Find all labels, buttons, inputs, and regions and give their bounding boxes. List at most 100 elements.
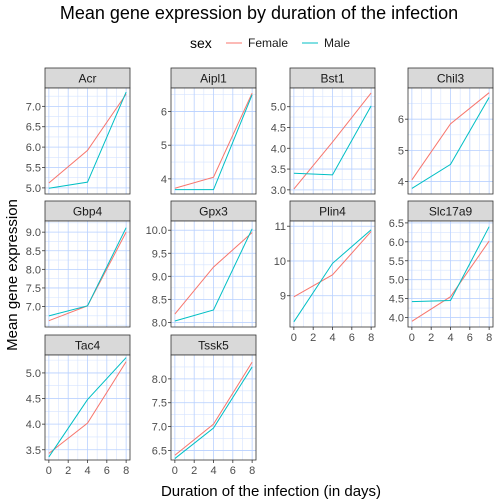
series-line-male	[174, 366, 253, 459]
facet-strip-label: Aipl1	[200, 72, 227, 86]
y-tick-label: 11	[275, 221, 286, 233]
y-tick-label: 4	[398, 177, 404, 189]
facet-panel-border	[44, 220, 131, 328]
facet-gpx3: Gpx3 8.0 8.5 9.0 9.5 10.0	[146, 200, 257, 329]
x-tick-label: 2	[191, 465, 197, 477]
facet-strip-label: Tac4	[75, 339, 101, 353]
y-tick-label: 9.0	[152, 271, 167, 283]
y-tick-label: 6	[398, 114, 404, 126]
y-tick-label: 9.5	[152, 248, 167, 260]
legend-label-male: Male	[324, 36, 350, 50]
legend-label-female: Female	[248, 36, 288, 50]
y-tick-label: 8.0	[152, 374, 167, 386]
facet-tssk5: Tssk5 6.5 7.0 7.5 8.0 0 2 4 6 8	[152, 334, 257, 477]
series-line-female	[293, 231, 372, 298]
x-tick-label: 2	[428, 332, 434, 344]
y-tick-label: 5.0	[271, 102, 286, 114]
y-tick-label: 3.5	[271, 164, 286, 176]
x-tick-label: 8	[123, 465, 129, 477]
x-tick-label: 6	[349, 332, 355, 344]
x-tick-label: 0	[172, 465, 178, 477]
x-tick-label: 0	[46, 465, 52, 477]
series-line-male	[48, 357, 127, 458]
y-tick-label: 7.0	[152, 422, 167, 434]
facet-slc17a9: Slc17a9 4.0 4.5 5.0 5.5 6.0 6.5 0 2 4 6 8	[389, 200, 494, 344]
facet-gbp4: Gbp4 7.0 7.5 8.0 8.5 9.0	[26, 200, 131, 328]
y-axis-title: Mean gene expression	[4, 199, 21, 351]
x-tick-label: 4	[210, 465, 216, 477]
facet-panel-border	[289, 87, 376, 195]
facet-tac4: Tac4 3.5 4.0 4.5 5.0 0 2 4 6 8	[26, 334, 131, 477]
series-line-female	[48, 93, 127, 184]
series-line-male	[174, 94, 253, 191]
y-tick-label: 6.0	[26, 142, 41, 154]
y-tick-label: 4.0	[389, 313, 404, 325]
y-tick-label: 8.5	[26, 246, 41, 258]
x-tick-label: 8	[368, 332, 374, 344]
facet-panel-border	[170, 220, 257, 328]
facet-strip-label: Tssk5	[198, 339, 229, 353]
y-tick-label: 5.0	[26, 183, 41, 195]
y-tick-label: 7.0	[26, 302, 41, 314]
facet-panel-border	[170, 87, 257, 195]
series-line-female	[174, 361, 253, 456]
y-tick-label: 5.5	[26, 163, 41, 175]
series-line-male	[293, 105, 372, 176]
x-tick-label: 6	[230, 465, 236, 477]
x-tick-label: 0	[409, 332, 415, 344]
y-tick-label: 8.0	[26, 264, 41, 276]
facet-strip-label: Gpx3	[199, 205, 228, 219]
x-tick-label: 2	[65, 465, 71, 477]
y-tick-label: 4.5	[26, 394, 41, 406]
series-line-male	[411, 97, 490, 189]
x-tick-label: 0	[291, 332, 297, 344]
y-tick-label: 5	[161, 140, 167, 152]
series-line-male	[48, 91, 127, 189]
facet-panel-border	[44, 87, 131, 195]
facet-strip-label: Acr	[79, 72, 97, 86]
series-line-male	[411, 226, 490, 303]
facet-chil3: Chil3 4 5 6	[398, 67, 494, 195]
series-line-male	[48, 227, 127, 317]
series-line-female	[411, 240, 490, 322]
facet-panels: Acr 5.0 5.5 6.0 6.5 7.0 Aipl1 4 5 6 Bst1 3.0 3.5 4.0 4…	[26, 67, 494, 477]
chart-title: Mean gene expression by duration of the …	[60, 3, 458, 23]
y-tick-label: 7.5	[152, 398, 167, 410]
series-line-male	[174, 228, 253, 322]
y-tick-label: 5.0	[389, 275, 404, 287]
facet-aipl1: Aipl1 4 5 6	[161, 67, 257, 195]
y-tick-label: 8.5	[152, 294, 167, 306]
legend-title: sex	[190, 35, 212, 51]
y-tick-label: 6.0	[389, 237, 404, 249]
y-tick-label: 4.5	[389, 294, 404, 306]
y-tick-label: 6.5	[152, 445, 167, 457]
y-tick-label: 5	[398, 145, 404, 157]
x-tick-label: 4	[84, 465, 90, 477]
legend: sex Female Male	[190, 35, 350, 51]
facet-strip-label: Gbp4	[73, 205, 103, 219]
facet-plin4: Plin4 9 10 11 0 2 4 6 8	[274, 200, 376, 344]
y-tick-label: 10	[274, 256, 286, 268]
facet-bst1: Bst1 3.0 3.5 4.0 4.5 5.0	[271, 67, 376, 197]
y-tick-label: 4.0	[26, 419, 41, 431]
series-line-female	[174, 92, 253, 189]
y-tick-label: 6	[161, 107, 167, 119]
x-tick-label: 8	[249, 465, 255, 477]
y-tick-label: 8.0	[152, 317, 167, 329]
x-axis-title: Duration of the infection (in days)	[161, 483, 381, 500]
y-tick-label: 5.0	[26, 368, 41, 380]
x-tick-label: 2	[310, 332, 316, 344]
facet-strip-label: Bst1	[320, 72, 344, 86]
y-tick-label: 6.5	[389, 218, 404, 230]
y-tick-label: 5.5	[389, 256, 404, 268]
y-tick-label: 3.5	[26, 445, 41, 457]
facet-strip-label: Slc17a9	[429, 205, 473, 219]
series-line-female	[174, 232, 253, 315]
x-tick-label: 6	[467, 332, 473, 344]
y-tick-label: 7.0	[26, 101, 41, 113]
y-tick-label: 7.5	[26, 283, 41, 295]
series-line-female	[48, 361, 127, 454]
y-tick-label: 9.0	[26, 227, 41, 239]
x-tick-label: 4	[329, 332, 335, 344]
